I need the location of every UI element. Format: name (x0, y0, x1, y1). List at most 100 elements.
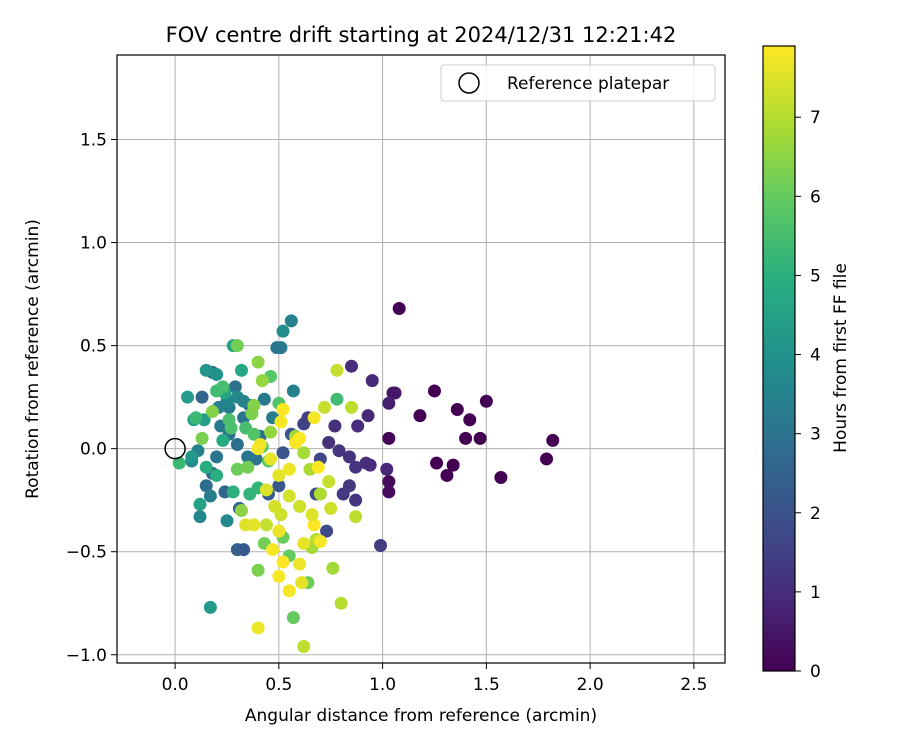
data-point (195, 390, 209, 404)
data-point (284, 314, 298, 328)
y-axis-label: Rotation from reference (arcmin) (23, 219, 43, 499)
data-point (386, 386, 400, 400)
data-point (297, 640, 311, 654)
data-point (413, 409, 427, 423)
data-point (272, 468, 286, 482)
reference-platepar-marker (164, 437, 186, 460)
data-point (351, 419, 365, 433)
data-point (494, 471, 508, 485)
data-point (293, 557, 307, 571)
data-point (241, 460, 255, 474)
colorbar-tick-label: 0 (810, 662, 821, 682)
data-point (349, 510, 363, 524)
data-point (307, 518, 321, 532)
data-point (459, 431, 473, 445)
data-point (361, 409, 375, 423)
data-point (311, 460, 325, 474)
data-point (235, 503, 249, 517)
data-point (216, 433, 230, 447)
data-point (307, 411, 321, 425)
y-axis: −1.0 −0.5 0.0 0.5 1.0 1.5 (66, 131, 117, 666)
data-point (255, 374, 269, 388)
data-point (257, 392, 271, 406)
colorbar-tick-label: 6 (810, 187, 821, 207)
data-point (334, 596, 348, 610)
data-point (276, 555, 290, 569)
data-point (264, 452, 278, 466)
legend-entry-reference: Reference platepar (507, 74, 669, 94)
data-points (172, 302, 560, 654)
data-point (237, 394, 251, 408)
x-axis: 0.0 0.5 1.0 1.5 2.0 2.5 (162, 663, 707, 695)
x-tick-label: 1.5 (473, 675, 500, 695)
colorbar-ticks: 0 1 2 3 4 5 6 7 (795, 108, 821, 682)
data-point (264, 425, 278, 439)
data-point (320, 524, 334, 538)
data-point (274, 415, 288, 429)
data-point (224, 421, 238, 435)
data-point (241, 450, 255, 464)
data-point (313, 534, 327, 548)
plot-frame (116, 54, 726, 664)
data-point (274, 341, 288, 355)
data-point (322, 475, 336, 489)
data-point (297, 446, 311, 460)
colorbar-gradient (763, 46, 795, 671)
data-point (276, 324, 290, 338)
data-point (247, 398, 261, 412)
data-point (199, 460, 213, 474)
data-point (324, 501, 338, 515)
data-point (344, 400, 358, 414)
colorbar-label: Hours from first FF file (831, 263, 851, 453)
data-point (382, 475, 396, 489)
data-point (286, 384, 300, 398)
data-point (230, 462, 244, 476)
y-tick-label: −0.5 (66, 543, 107, 563)
data-point (305, 508, 319, 522)
data-point (313, 487, 327, 501)
plot-area (117, 55, 725, 663)
data-point (349, 460, 363, 474)
y-tick-label: 1.5 (80, 131, 107, 151)
colorbar-tick-label: 1 (810, 583, 821, 603)
data-point (282, 489, 296, 503)
colorbar-tick-label: 5 (810, 266, 821, 286)
data-point (203, 600, 217, 614)
data-point (286, 611, 300, 625)
x-tick-label: 2.5 (680, 675, 707, 695)
reference-layer (164, 437, 186, 460)
data-point (210, 468, 224, 482)
data-point (450, 402, 464, 416)
data-point (247, 518, 261, 532)
data-point (266, 543, 280, 557)
data-point (272, 479, 286, 493)
data-point (230, 339, 244, 353)
data-point (251, 621, 265, 635)
data-point (293, 499, 307, 513)
data-point (228, 380, 242, 394)
data-point (230, 438, 244, 452)
data-point (282, 584, 296, 598)
data-point (235, 363, 249, 377)
data-point (195, 431, 209, 445)
colorbar-tick-label: 4 (810, 346, 821, 366)
data-point (440, 468, 454, 482)
data-point (205, 405, 219, 419)
chart-title: FOV centre drift starting at 2024/12/31 … (166, 23, 677, 47)
legend: Reference platepar (440, 64, 716, 102)
data-point (332, 444, 346, 458)
data-point (295, 576, 309, 590)
data-point (473, 431, 487, 445)
data-point (247, 427, 261, 441)
x-tick-label: 1.0 (369, 675, 396, 695)
data-point (326, 561, 340, 575)
y-tick-label: 1.0 (80, 234, 107, 254)
data-point (251, 563, 265, 577)
data-point (220, 514, 234, 528)
data-point (226, 485, 240, 499)
data-point (318, 400, 332, 414)
data-point (479, 394, 493, 408)
y-tick-label: 0.0 (80, 440, 107, 460)
data-point (199, 479, 213, 493)
